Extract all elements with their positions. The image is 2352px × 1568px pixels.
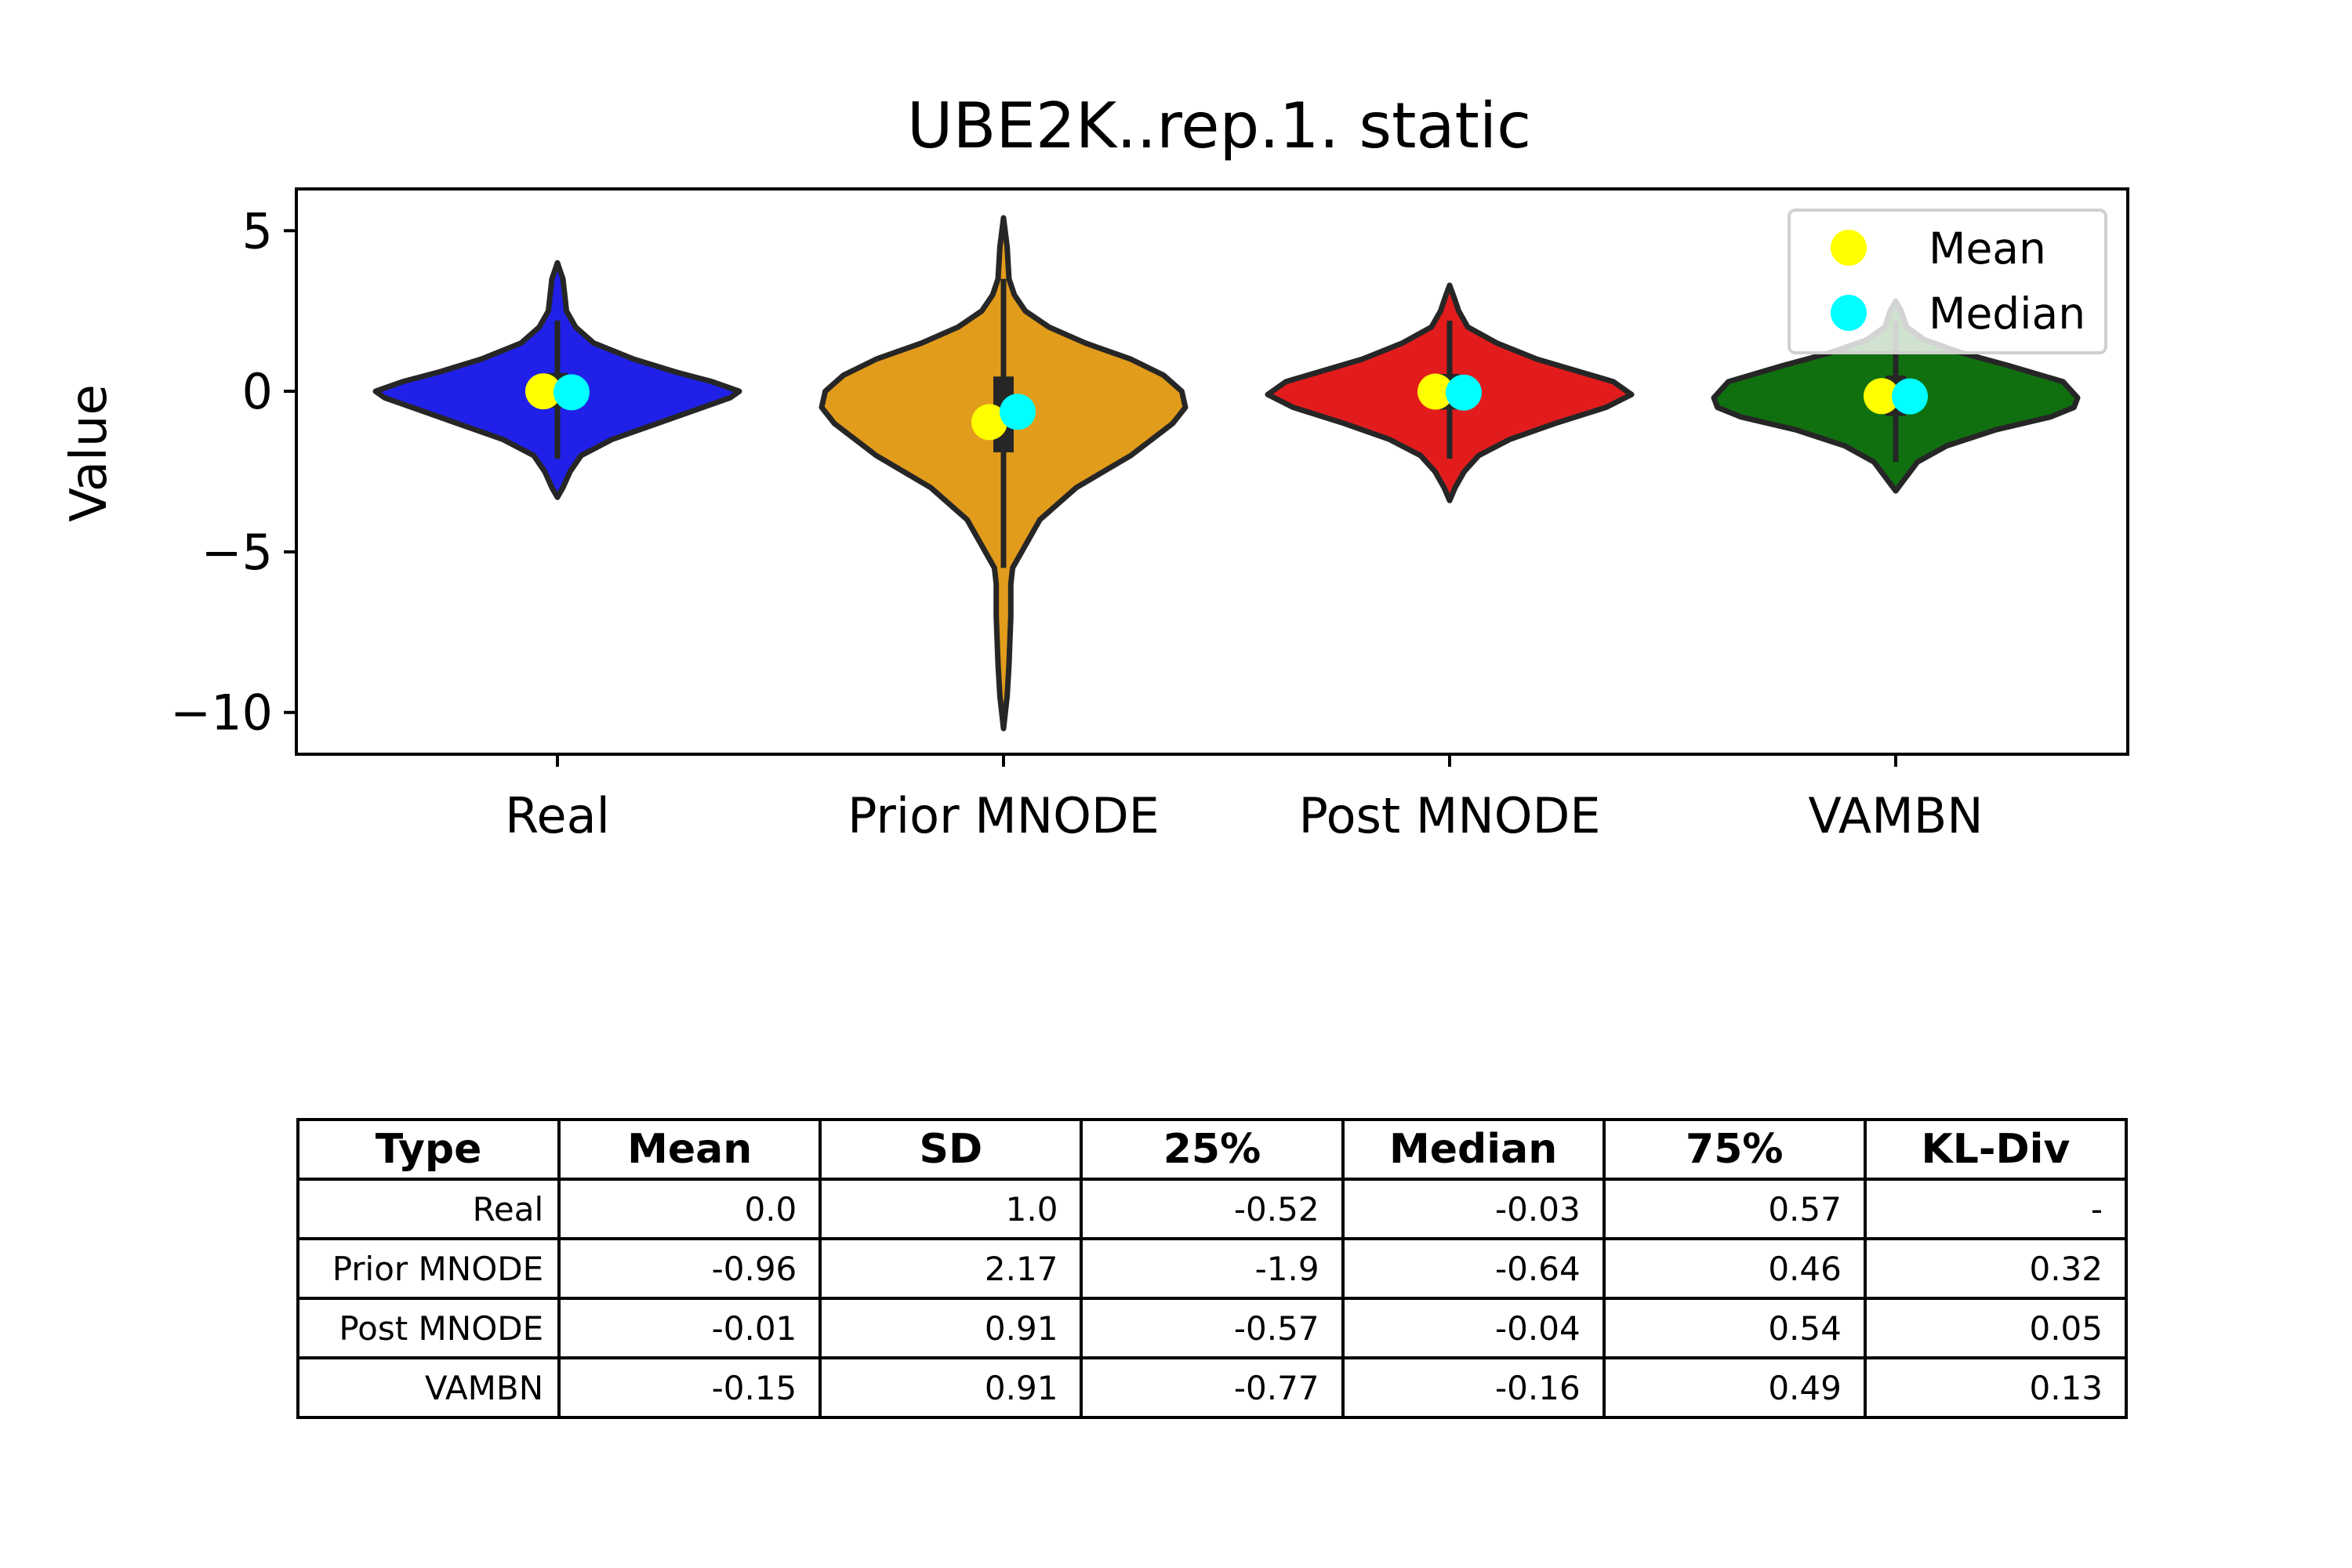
table-type-cell: VAMBN <box>296 1356 561 1419</box>
legend-label: Median <box>1929 289 2085 339</box>
table-cell: -0.64 <box>1341 1237 1606 1300</box>
table-type-cell: Real <box>296 1178 561 1240</box>
table-cell: -0.77 <box>1080 1356 1345 1419</box>
chart-title: UBE2K..rep.1. static <box>907 89 1531 162</box>
table-row: Post MNODE -0.01 0.91 -0.57 -0.04 0.54 0.05 <box>296 1297 2129 1359</box>
table-cell: 0.05 <box>1863 1297 2129 1359</box>
median-marker <box>1892 378 1928 415</box>
legend: Mean Median <box>1788 209 2107 354</box>
mean-marker <box>971 404 1007 441</box>
table-header-cell: Median <box>1341 1118 1606 1181</box>
table-type-cell: Post MNODE <box>296 1297 561 1359</box>
table-row: Real 0.0 1.0 -0.52 -0.03 0.57- <box>296 1178 2129 1240</box>
median-marker <box>1000 394 1036 430</box>
plot-frame <box>295 187 2129 756</box>
table-header-cell: KL-Div <box>1863 1118 2129 1181</box>
axes: 5 0 −5 −10 Real Prior MNODE Post MNODE VAMBN <box>170 187 2129 844</box>
table-cell: 2.17 <box>818 1237 1083 1300</box>
table-cell: -0.16 <box>1341 1356 1606 1419</box>
table-cell: 0.32 <box>1863 1237 2129 1300</box>
plot-area <box>372 215 2081 731</box>
legend-box <box>1788 209 2107 354</box>
y-tick-label: −10 <box>170 684 273 742</box>
table-cell: 0.54 <box>1602 1297 1867 1359</box>
table-cell: 0.57 <box>1602 1178 1867 1240</box>
table-cell: 1.0 <box>818 1178 1083 1240</box>
mean-marker <box>1417 373 1454 410</box>
table-row: VAMBN -0.15 0.91 -0.77 -0.16 0.49 0.13 <box>296 1356 2129 1419</box>
table-cell: -0.15 <box>557 1356 822 1419</box>
table-type-cell: Prior MNODE <box>296 1237 561 1300</box>
table-header-row: Type Mean SD 25% Median 75% KL-Div <box>296 1118 2129 1181</box>
table-cell: - <box>1863 1178 2129 1240</box>
table-cell: -0.03 <box>1341 1178 1606 1240</box>
x-tick-label: Post MNODE <box>1298 787 1600 844</box>
y-tick-label: 0 <box>242 363 273 420</box>
x-tick-label: VAMBN <box>1808 787 1983 844</box>
table-header-cell: Type <box>296 1118 561 1181</box>
table-cell: -0.04 <box>1341 1297 1606 1359</box>
table-cell: -0.96 <box>557 1237 822 1300</box>
table-cell: 0.91 <box>818 1297 1083 1359</box>
table-cell: -0.01 <box>557 1297 822 1359</box>
table-cell: 0.49 <box>1602 1356 1867 1419</box>
table-cell: 0.91 <box>818 1356 1083 1419</box>
legend-mean-marker <box>1831 230 1867 266</box>
table-cell: 0.13 <box>1863 1356 2129 1419</box>
median-marker <box>1446 374 1482 411</box>
table-header-cell: 75% <box>1602 1118 1867 1181</box>
table-cell: 0.0 <box>557 1178 822 1240</box>
table-header-cell: Mean <box>557 1118 822 1181</box>
table-cell: -1.9 <box>1080 1237 1345 1300</box>
x-tick-label: Real <box>505 787 610 844</box>
legend-label: Mean <box>1929 223 2046 274</box>
table-header-cell: SD <box>818 1118 1083 1181</box>
median-marker <box>554 374 590 411</box>
table-cell: 0.46 <box>1602 1237 1867 1300</box>
y-axis-label: Value <box>60 384 118 522</box>
table-cell: -0.52 <box>1080 1178 1345 1240</box>
y-tick-label: 5 <box>242 202 273 260</box>
table-header-cell: 25% <box>1080 1118 1345 1181</box>
y-tick-label: −5 <box>201 524 273 581</box>
table-cell: -0.57 <box>1080 1297 1345 1359</box>
mean-marker <box>525 373 561 410</box>
legend-median-marker <box>1831 295 1867 331</box>
x-tick-label: Prior MNODE <box>848 787 1160 844</box>
mean-marker <box>1864 378 1900 415</box>
summary-table: Type Mean SD 25% Median 75% KL-Div Real 0.0 1.0-… <box>296 1118 2129 1419</box>
table-row: Prior MNODE -0.96 2.17 -1.9 -0.64 0.46 0.32 <box>296 1237 2129 1300</box>
table-body: Real 0.0 1.0 -0.52 -0.03 0.57- Prior MNODE -0.9… <box>296 1178 2129 1419</box>
